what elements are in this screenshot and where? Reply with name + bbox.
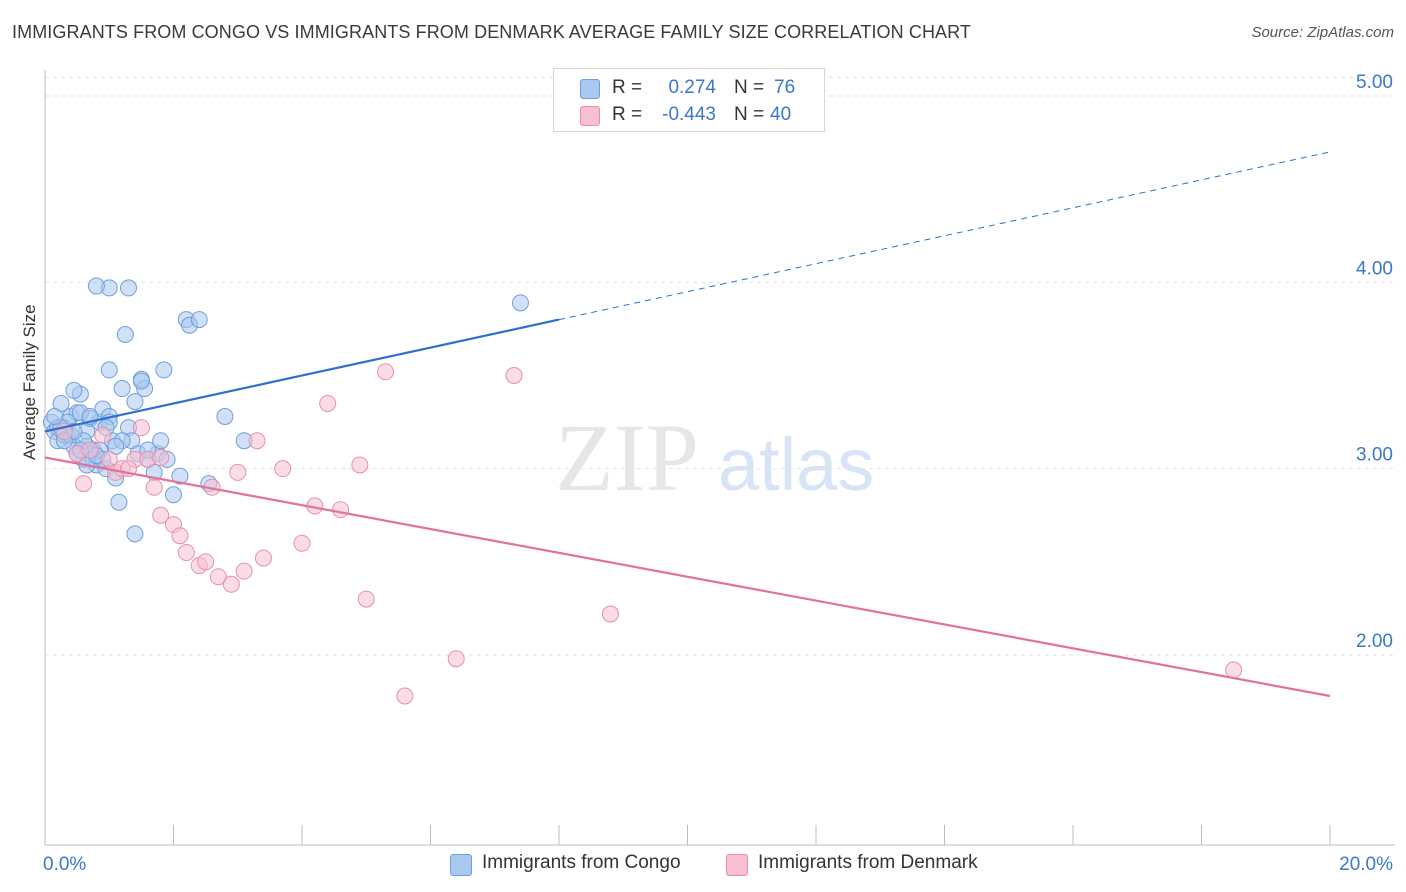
denmark-point — [171, 527, 189, 545]
denmark-point — [177, 544, 195, 562]
denmark-point — [145, 478, 163, 496]
y-axis-label: Average Family Size — [20, 304, 39, 460]
congo-point — [120, 279, 138, 297]
denmark-point — [229, 463, 247, 481]
denmark-point — [357, 590, 375, 608]
denmark-point — [94, 426, 112, 444]
y-tick-label: 3.00 — [1356, 445, 1393, 466]
congo-point — [87, 277, 105, 295]
watermark-atlas: atlas — [718, 423, 874, 506]
denmark-trend-line — [44, 456, 1331, 698]
chart-source: Source: ZipAtlas.com — [1251, 24, 1394, 41]
legend-row-congo: R = 0.274 N = 76 — [554, 75, 824, 103]
denmark-point — [248, 432, 266, 450]
legend-r-value: 0.274 — [668, 77, 716, 98]
bottom-legend-label-congo: Immigrants from Congo — [482, 852, 681, 873]
congo-point — [116, 326, 134, 344]
x-tick-label: 0.0% — [43, 854, 86, 875]
y-tick-label: 4.00 — [1356, 258, 1393, 279]
congo-point — [100, 361, 118, 379]
denmark-point — [75, 475, 93, 493]
denmark-point — [377, 363, 395, 381]
legend-n-label: N = — [734, 104, 765, 125]
congo-point — [165, 486, 182, 504]
denmark-point — [1225, 661, 1243, 679]
denmark-point — [222, 575, 240, 593]
denmark-point — [505, 367, 523, 384]
bottom-legend-swatch-congo — [450, 854, 472, 876]
congo-point — [511, 294, 529, 312]
legend-r-value: -0.443 — [662, 104, 716, 125]
congo-point — [113, 380, 131, 398]
denmark-point — [274, 460, 292, 478]
congo-point — [126, 393, 144, 411]
congo-point — [65, 381, 83, 399]
congo-point — [171, 467, 189, 485]
congo-point — [126, 525, 144, 543]
congo-point — [110, 493, 128, 511]
legend-swatch-congo — [580, 79, 600, 99]
denmark-point — [254, 549, 272, 567]
denmark-point — [293, 534, 311, 552]
legend-r-label: R = — [612, 77, 643, 98]
denmark-point — [601, 605, 619, 623]
legend-swatch-denmark — [580, 106, 600, 126]
y-tick-label: 5.00 — [1356, 72, 1393, 93]
denmark-point — [152, 506, 170, 524]
denmark-point — [235, 562, 253, 580]
congo-point — [152, 432, 170, 450]
legend-r-label: R = — [612, 104, 643, 125]
denmark-point — [81, 441, 99, 459]
legend-row-denmark: R = -0.443 N = 40 — [554, 102, 824, 130]
chart-title: IMMIGRANTS FROM CONGO VS IMMIGRANTS FROM… — [12, 22, 972, 42]
denmark-point — [197, 553, 215, 571]
x-tick-label: 20.0% — [1339, 854, 1393, 875]
congo-point — [190, 311, 208, 329]
denmark-point — [132, 419, 150, 437]
legend-n-label: N = — [734, 77, 765, 98]
congo-point — [155, 361, 173, 379]
bottom-legend-swatch-denmark — [726, 854, 748, 876]
congo-point — [132, 372, 150, 390]
congo-point — [46, 407, 64, 425]
legend-n-value: 40 — [770, 104, 792, 125]
legend-n-value: 76 — [774, 77, 796, 98]
congo-trend-extension — [558, 151, 1331, 321]
denmark-point — [319, 394, 337, 412]
y-tick-label: 2.00 — [1356, 631, 1393, 652]
congo-trend-line — [44, 318, 560, 433]
denmark-point — [332, 501, 350, 519]
denmark-point — [447, 650, 465, 668]
denmark-point — [351, 456, 369, 474]
denmark-point — [209, 568, 227, 586]
bottom-legend-label-denmark: Immigrants from Denmark — [758, 852, 978, 873]
denmark-point — [396, 687, 414, 705]
watermark-zip: ZIP — [555, 404, 699, 511]
congo-point — [216, 407, 234, 425]
denmark-point — [152, 448, 170, 466]
correlation-legend: R = 0.274 N = 76 R = -0.443 N = 40 — [553, 68, 825, 132]
